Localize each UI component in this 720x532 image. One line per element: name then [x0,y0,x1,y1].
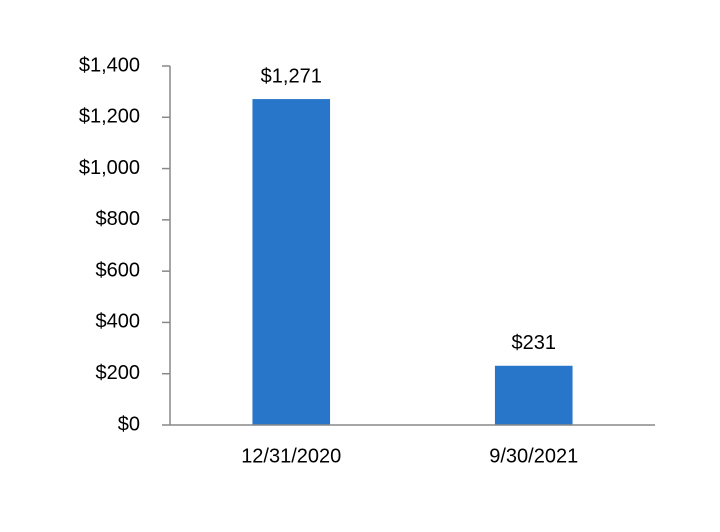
value-label: $231 [512,332,557,354]
x-tick-label: 12/31/2020 [241,445,341,467]
x-tick-label: 9/30/2021 [489,445,578,467]
y-tick-label: $1,200 [79,106,140,128]
y-tick-label: $800 [96,208,141,230]
bar [494,365,573,425]
value-label: $1,271 [261,65,322,87]
y-tick-label: $1,400 [79,54,140,76]
y-tick-label: $200 [96,362,141,384]
y-tick-label: $1,000 [79,157,140,179]
y-tick-label: $400 [96,311,141,333]
y-tick-label: $600 [96,259,141,281]
y-tick-label: $0 [118,413,140,435]
bar [252,99,331,425]
